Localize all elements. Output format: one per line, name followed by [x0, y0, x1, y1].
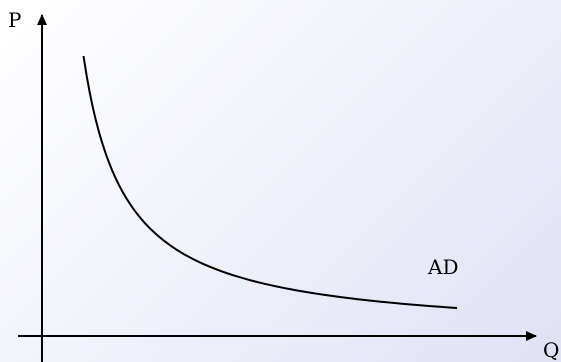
- x-axis-label: Q: [543, 338, 559, 362]
- ad-curve: [82, 55, 458, 309]
- y-axis-label: P: [8, 8, 21, 32]
- ad-curve-label: AD: [427, 255, 458, 279]
